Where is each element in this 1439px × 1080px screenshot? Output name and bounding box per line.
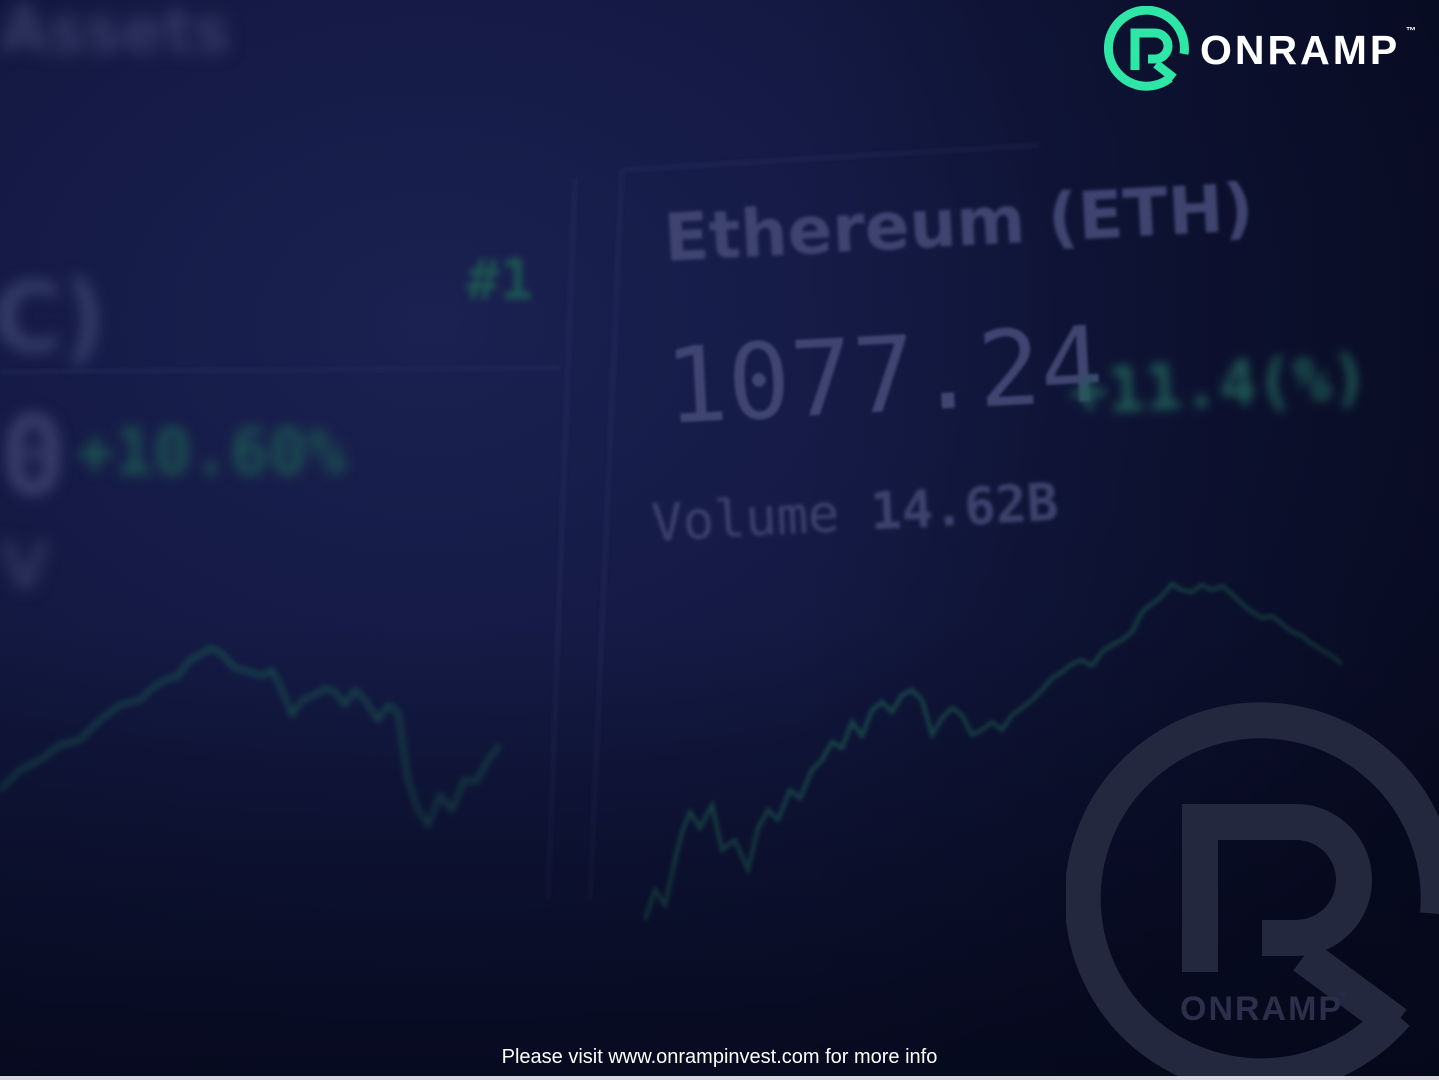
- bottom-divider: [0, 1076, 1439, 1080]
- eth-volume-label: Volume: [650, 484, 841, 554]
- top-left-blurred-text: Assets: [0, 0, 231, 67]
- left-card-rank: #1: [466, 248, 534, 313]
- left-card-label-fragment: V: [0, 530, 50, 604]
- onramp-logo: ONRAMP ™: [1104, 6, 1424, 94]
- watermark-text: ONRAMP: [1180, 990, 1344, 1028]
- eth-card-price: 1077.24: [662, 303, 1107, 448]
- left-card-price-fragment: 0: [0, 392, 67, 520]
- onramp-logo-text: ONRAMP: [1200, 27, 1401, 73]
- left-card-change: +10.60%: [76, 416, 346, 490]
- onramp-logo-icon: [1104, 6, 1189, 91]
- eth-card-change: +11.4(%): [1068, 340, 1371, 429]
- watermark-trademark: ™: [1338, 991, 1347, 1001]
- eth-volume-value: 14.62B: [868, 472, 1060, 543]
- footer-info-text: Please visit www.onrampinvest.com for mo…: [501, 1046, 938, 1068]
- left-card-name-fragment: C): [0, 262, 107, 374]
- onramp-logo-trademark: ™: [1406, 26, 1416, 37]
